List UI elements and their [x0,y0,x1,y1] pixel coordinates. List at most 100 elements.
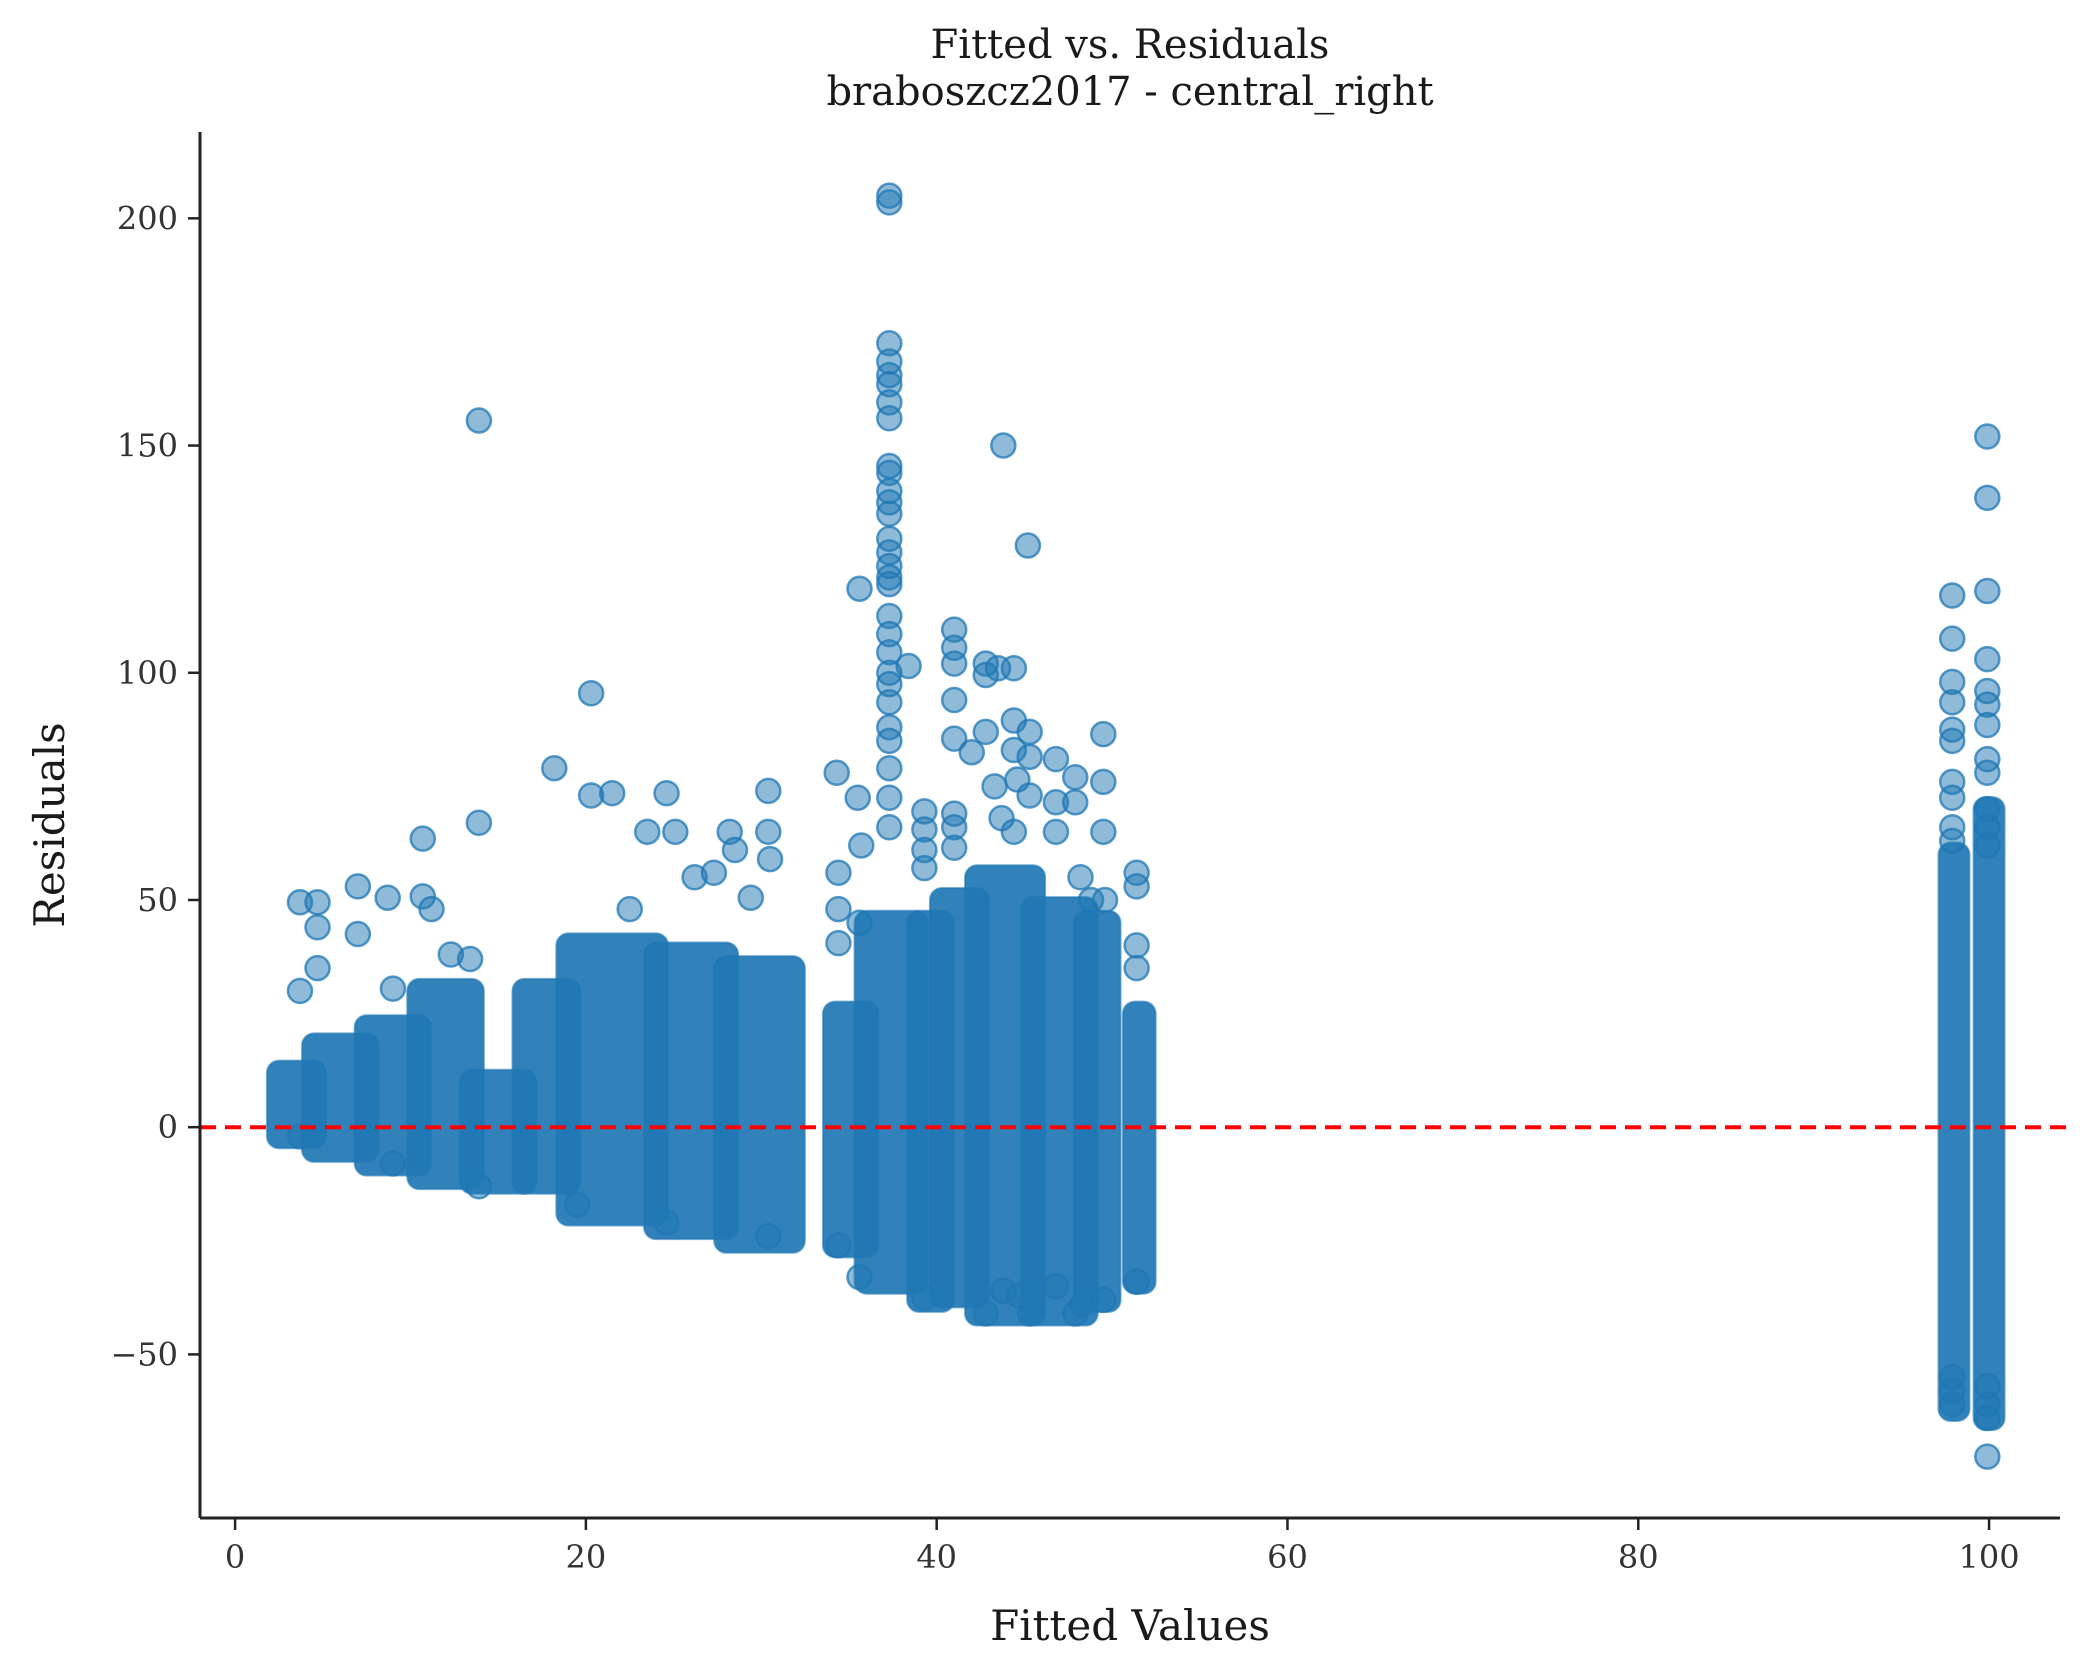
scatter-point [1090,720,1117,748]
y-tick-label: 50 [137,881,178,919]
scatter-point [876,784,903,811]
scatter-point [1974,577,2001,605]
scatter-point [825,929,852,957]
chart-title: Fitted vs. Residuals [931,22,1330,68]
scatter-point [286,1123,314,1150]
scatter-point [1974,423,2001,450]
scatter-point [1123,873,1150,900]
scatter-point [1090,1286,1117,1314]
scatter-point [940,650,968,677]
scatter-point [1974,1372,2001,1400]
scatter-point [1042,1272,1070,1300]
scatter-point [1016,718,1043,746]
scatter-point [940,834,968,861]
scatter-point [911,854,938,882]
y-tick-label: 150 [117,427,178,465]
scatter-point [846,1263,873,1291]
scatter-point [379,1150,407,1177]
point-cluster-18 [1972,796,2006,1432]
scatter-point [1974,1443,2001,1470]
scatter-point [981,773,1008,800]
point-clusters [265,796,2006,1432]
scatter-point [465,1173,493,1200]
scatter-point [541,754,568,782]
scatter-point [958,739,986,766]
scatter-point [846,575,873,602]
scatter-point [304,913,331,941]
y-tick-label: −50 [110,1335,178,1373]
scatter-point [940,686,968,714]
scatter-point [895,652,922,680]
scatter-point [755,777,782,805]
scatter-point [755,1223,782,1250]
point-cluster-8 [713,955,806,1254]
scatter-point [1005,1282,1033,1309]
scatter-point [1090,768,1117,796]
scatter-point [577,679,605,707]
scatter-point [1016,743,1043,771]
scatter-point [1938,1363,1966,1391]
x-tick-label: 40 [916,1538,957,1576]
scatter-point [1938,582,1966,609]
scatter-point [876,814,903,841]
axes [198,132,2060,1520]
y-tick-label: 200 [117,199,178,237]
scatter-point [1123,954,1150,982]
scatter-point [825,895,852,923]
y-axis-label: Residuals [25,722,74,927]
scatter-point [1974,759,2001,786]
scatter-points [286,182,2001,1470]
y-tick-label: 100 [117,654,178,692]
scatter-point [1974,645,2001,673]
scatter-point [1938,827,1966,855]
scatter-point [1938,727,1966,755]
scatter-point [876,405,903,432]
scatter-point [1067,864,1094,891]
scatter-point [286,977,314,1005]
scatter-point [940,725,968,752]
scatter-point [1974,484,2001,512]
scatter-point [1938,689,1966,716]
scatter-point [344,873,372,900]
scatter-point [876,689,903,716]
scatter-point [344,920,372,948]
scatter-point [1000,654,1028,682]
scatter-point [1016,782,1043,809]
scatter-point [616,895,643,923]
scatter-point [756,845,784,873]
x-tick-label: 0 [225,1538,245,1576]
scatter-point [825,859,852,886]
scatter-point [737,884,765,911]
x-axis-label: Fitted Values [990,1601,1270,1650]
y-tick-label: 0 [158,1108,178,1146]
chart-subtitle: braboszcz2017 - central_right [826,69,1433,115]
scatter-point [1123,932,1150,959]
scatter-point [876,189,903,216]
scatter-point [1042,745,1070,773]
scatter-point [563,1191,591,1218]
scatter-point [1014,532,1042,559]
scatter-point [409,825,437,852]
scatter-point [825,1232,852,1259]
scatter-point [823,759,850,786]
x-tick-label: 80 [1618,1538,1659,1576]
scatter-point [846,909,873,936]
scatter-point [1061,764,1089,791]
scatter-point [876,754,903,782]
point-cluster-15 [1072,909,1122,1313]
scatter-point [465,809,493,836]
scatter-point [304,889,331,916]
x-tick-label: 60 [1267,1538,1308,1576]
x-axis-ticks: 0 20 40 60 80 100 [225,1518,2020,1576]
scatter-point [876,570,903,598]
scatter-point [972,1300,1000,1327]
scatter-point [876,727,903,755]
point-cluster-17 [1937,841,1971,1422]
scatter-point [848,832,875,859]
scatter-point [653,779,680,807]
scatter-point [911,1284,938,1311]
scatter-point [465,407,493,434]
x-tick-label: 100 [1959,1538,2020,1576]
